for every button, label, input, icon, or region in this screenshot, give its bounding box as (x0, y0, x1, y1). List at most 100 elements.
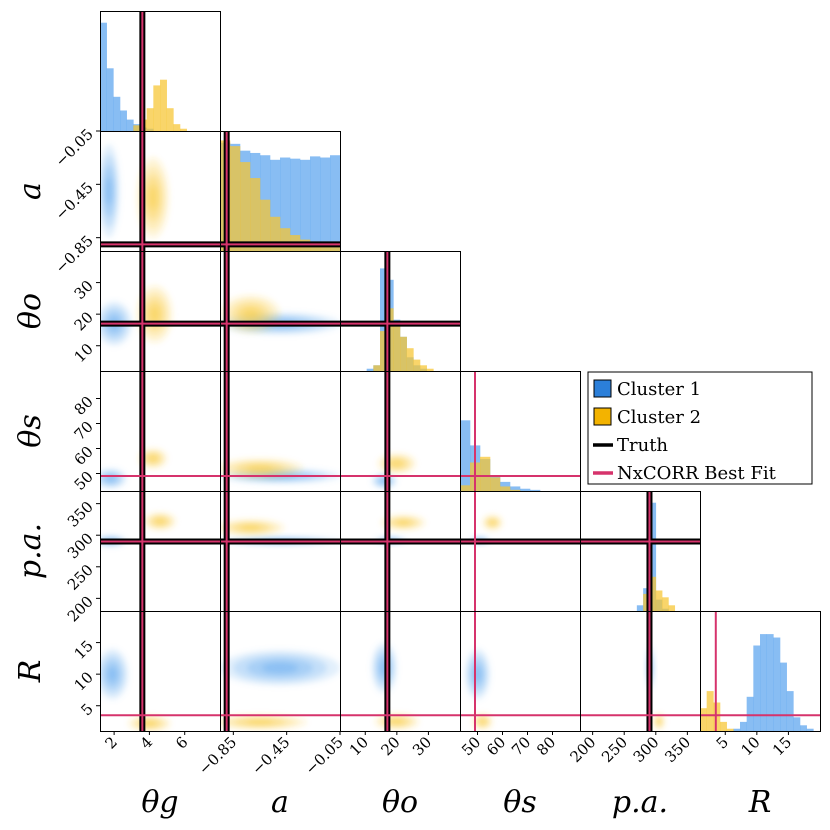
cluster2-bar (713, 702, 721, 731)
cluster2-bar (413, 359, 421, 371)
cluster1-bar (786, 691, 794, 731)
xlabel-4: p.a. (612, 785, 668, 820)
ylabel-4: p.a. (13, 523, 48, 579)
cluster1-bar (780, 662, 787, 731)
density-θo-p.a.-cluster2 (381, 515, 426, 531)
density-θo-θs-cluster2 (377, 453, 416, 474)
density-θs-p.a.-cluster2 (482, 515, 503, 531)
cluster2-bar (180, 128, 187, 131)
ytick-label: 80 (71, 393, 97, 419)
xtick-label: −0.85 (195, 733, 240, 778)
legend-label: Truth (617, 435, 668, 456)
panel-frame-4-3 (460, 491, 581, 612)
density-a-R-cluster1 (220, 650, 340, 686)
cluster1-bar (366, 368, 374, 371)
xtick-label: 10 (346, 733, 372, 759)
legend-swatch (593, 407, 612, 426)
xtick-label: 15 (769, 733, 795, 759)
cluster2-bar (510, 489, 521, 491)
legend-label: Cluster 1 (617, 379, 701, 400)
legend: Cluster 1 Cluster 2 Truth NxCORR Best Fit (587, 371, 813, 485)
ytick-label: 350 (64, 498, 97, 531)
contour-level-3 (149, 305, 161, 323)
cluster2-bar (726, 728, 734, 731)
xtick-label: 250 (598, 733, 631, 766)
ytick-label: 300 (64, 529, 97, 562)
xtick-label: 30 (409, 733, 435, 759)
cluster2-bar (700, 708, 707, 731)
histogram-1 (220, 140, 340, 251)
panel-frame-4-2 (340, 491, 461, 612)
legend-swatch (593, 379, 612, 398)
cluster1-bar (520, 488, 531, 491)
cluster1-bar (753, 645, 761, 731)
cluster1-bar (100, 22, 107, 131)
legend-entry-2: Truth (593, 435, 668, 456)
density-θg-a-cluster1 (100, 144, 120, 238)
contour-level-3 (148, 185, 158, 210)
density-a-θs-cluster2 (220, 458, 303, 479)
contour-level-3 (107, 666, 118, 682)
cluster1-bar (113, 96, 121, 131)
density-θg-R-cluster2 (128, 715, 171, 731)
contour-level-3 (148, 455, 158, 462)
ylabel-1: a (13, 182, 48, 200)
cluster2-bar (668, 605, 676, 611)
legend-label: Cluster 2 (617, 407, 701, 428)
cluster2-bar (649, 576, 657, 611)
cluster2-bar (250, 178, 261, 251)
contour-level-3 (246, 719, 274, 725)
cluster2-bar (500, 486, 511, 491)
density-θg-R-cluster1 (100, 648, 129, 700)
xtick-label: 20 (377, 733, 403, 759)
cluster2-bar (230, 146, 241, 251)
cluster1-bar (773, 637, 781, 731)
cluster1-bar (530, 489, 541, 491)
density-θg-θs-cluster1 (100, 468, 127, 489)
cluster1-bar (733, 728, 741, 731)
panel-frames (100, 11, 821, 732)
cluster2-bar (480, 456, 491, 491)
cluster2-bar (270, 216, 281, 251)
xtick-label: −0.45 (248, 733, 293, 778)
xtick-label: 2 (101, 733, 120, 752)
xlabel-1: a (271, 785, 289, 820)
ytick-label: 200 (64, 592, 97, 625)
contour-level-3 (489, 520, 496, 525)
panel-frame-5-4 (580, 611, 701, 732)
ytick-label: 10 (71, 668, 97, 694)
cluster1-bar (120, 110, 127, 131)
ytick-label: 20 (71, 308, 97, 334)
cluster1-bar (649, 502, 657, 611)
ytick-label: −0.45 (52, 178, 97, 223)
contour-level-3 (657, 719, 661, 724)
histogram-5 (700, 634, 814, 731)
xtick-label: 300 (630, 733, 663, 766)
ylabel-2: θo (13, 293, 48, 329)
cluster2-bar (393, 323, 401, 371)
xlabel-2: θo (382, 785, 418, 820)
cluster1-bar (320, 157, 331, 251)
cluster2-bar (166, 108, 174, 131)
cluster1-bar (330, 155, 340, 251)
cluster2-bar (330, 245, 340, 251)
legend-entry-1: Cluster 2 (593, 407, 701, 428)
contour-level-3 (479, 719, 486, 724)
cluster1-bar (766, 634, 774, 731)
ytick-label: 60 (71, 443, 97, 469)
cluster1-bar (310, 156, 321, 251)
legend-label: NxCORR Best Fit (617, 463, 777, 484)
xlabel-0: θg (141, 785, 178, 820)
cluster1-bar (380, 268, 387, 371)
legend-box (587, 371, 813, 485)
xtick-label: 50 (458, 733, 484, 759)
cluster1-bar (510, 486, 521, 491)
cluster1-bar (793, 717, 801, 731)
xtick-label: 4 (137, 733, 156, 752)
cluster2-bar (320, 244, 331, 251)
cluster2-bar (153, 85, 161, 131)
density-θs-R-cluster2 (472, 713, 493, 730)
axis-labels: θg a a θo θo θs θs p.a. p.a. R R (13, 182, 771, 820)
panel-frame-4-4 (580, 491, 701, 612)
